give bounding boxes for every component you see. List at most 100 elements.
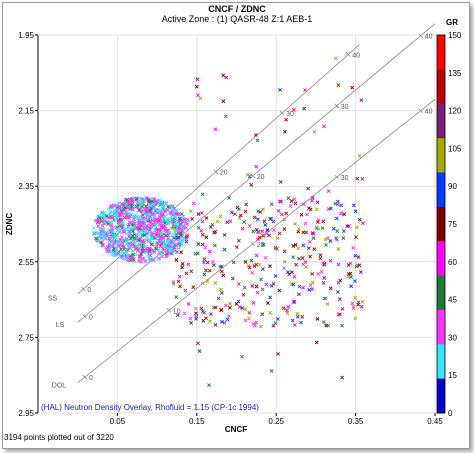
- data-point: [199, 306, 204, 311]
- data-point: [286, 196, 291, 201]
- data-point: [210, 259, 215, 264]
- data-point: [162, 217, 166, 222]
- data-point: [263, 222, 268, 227]
- data-point: [189, 320, 194, 325]
- data-point: [262, 219, 267, 224]
- data-point: [360, 221, 365, 226]
- data-point: [254, 253, 259, 258]
- data-point: [221, 273, 226, 278]
- data-point: [131, 238, 135, 243]
- colorbar-tick-label: 120: [448, 107, 462, 116]
- data-point: [228, 301, 232, 306]
- data-point: [261, 207, 265, 212]
- data-point: [297, 256, 301, 261]
- data-point: [257, 230, 261, 235]
- data-point: [153, 217, 158, 221]
- data-point: [244, 202, 249, 207]
- data-point: [262, 232, 266, 237]
- data-point: [240, 306, 245, 311]
- data-point: [333, 201, 338, 206]
- data-point: [190, 216, 195, 221]
- data-point: [134, 246, 139, 251]
- colorbar-tick-label: 135: [448, 69, 462, 78]
- data-point: [200, 232, 205, 237]
- x-axis-label: CNCF: [225, 425, 247, 434]
- data-point: [310, 271, 315, 276]
- porosity-tick: [334, 174, 340, 180]
- data-point: [165, 208, 170, 212]
- data-point: [145, 236, 150, 241]
- data-point: [359, 304, 364, 309]
- data-point: [183, 219, 187, 224]
- data-point: [204, 316, 208, 321]
- y-tick-label: 2.35: [18, 182, 34, 191]
- data-point: [138, 244, 143, 249]
- data-point: [284, 117, 289, 122]
- data-point: [328, 206, 333, 211]
- data-point: [264, 231, 269, 236]
- data-point: [357, 154, 362, 158]
- data-point: [271, 281, 276, 286]
- data-point: [167, 230, 172, 235]
- data-point: [101, 211, 106, 216]
- porosity-tick: [250, 241, 256, 247]
- data-point: [303, 221, 308, 226]
- data-point: [306, 186, 311, 191]
- data-point: [236, 238, 241, 243]
- data-point: [151, 248, 156, 253]
- data-point: [339, 203, 344, 208]
- data-point: [144, 210, 149, 214]
- data-point: [303, 260, 308, 265]
- porosity-tick: [213, 169, 219, 174]
- data-point: [357, 217, 362, 222]
- data-point: [105, 245, 110, 250]
- data-point: [265, 301, 270, 305]
- data-point: [120, 202, 125, 207]
- overlay-note: (HAL) Neutron Density Overlay, Rhofluid …: [41, 403, 259, 412]
- data-point: [171, 281, 176, 286]
- data-point: [109, 210, 113, 215]
- data-point: [276, 208, 281, 213]
- data-point: [119, 247, 123, 252]
- data-point: [113, 235, 118, 240]
- data-point: [193, 306, 198, 311]
- data-point: [184, 235, 189, 240]
- data-point: [151, 222, 156, 227]
- data-point: [163, 224, 167, 229]
- data-point: [319, 270, 324, 274]
- data-point: [358, 270, 363, 275]
- data-point: [164, 254, 169, 259]
- data-point: [282, 129, 287, 134]
- data-point: [354, 235, 359, 240]
- data-point: [134, 215, 139, 220]
- data-point: [177, 226, 181, 231]
- data-point: [141, 250, 146, 255]
- data-point: [269, 369, 274, 373]
- data-point: [310, 198, 314, 203]
- data-points: [92, 56, 365, 388]
- data-point: [154, 231, 159, 236]
- data-point: [320, 226, 325, 231]
- data-point: [323, 296, 327, 301]
- porosity-tick: [346, 52, 351, 57]
- data-point: [277, 288, 282, 293]
- colorbar-tick-label: 150: [448, 31, 462, 40]
- data-point: [99, 219, 104, 224]
- data-point: [252, 215, 257, 220]
- data-point: [191, 201, 196, 206]
- data-point: [179, 231, 183, 236]
- data-point: [321, 280, 326, 285]
- data-point: [171, 225, 176, 230]
- porosity-tick: [81, 286, 86, 292]
- data-point: [326, 323, 330, 328]
- y-tick-label: 2.55: [18, 258, 34, 267]
- data-point: [165, 221, 170, 226]
- data-point: [109, 220, 114, 225]
- data-point: [154, 246, 159, 251]
- data-point: [247, 224, 252, 229]
- data-point: [351, 203, 356, 208]
- porosity-tick: [279, 110, 285, 116]
- x-axis-ticks: 0.05 0.15 0.25 0.35 0.45: [110, 413, 443, 426]
- data-point: [158, 222, 163, 227]
